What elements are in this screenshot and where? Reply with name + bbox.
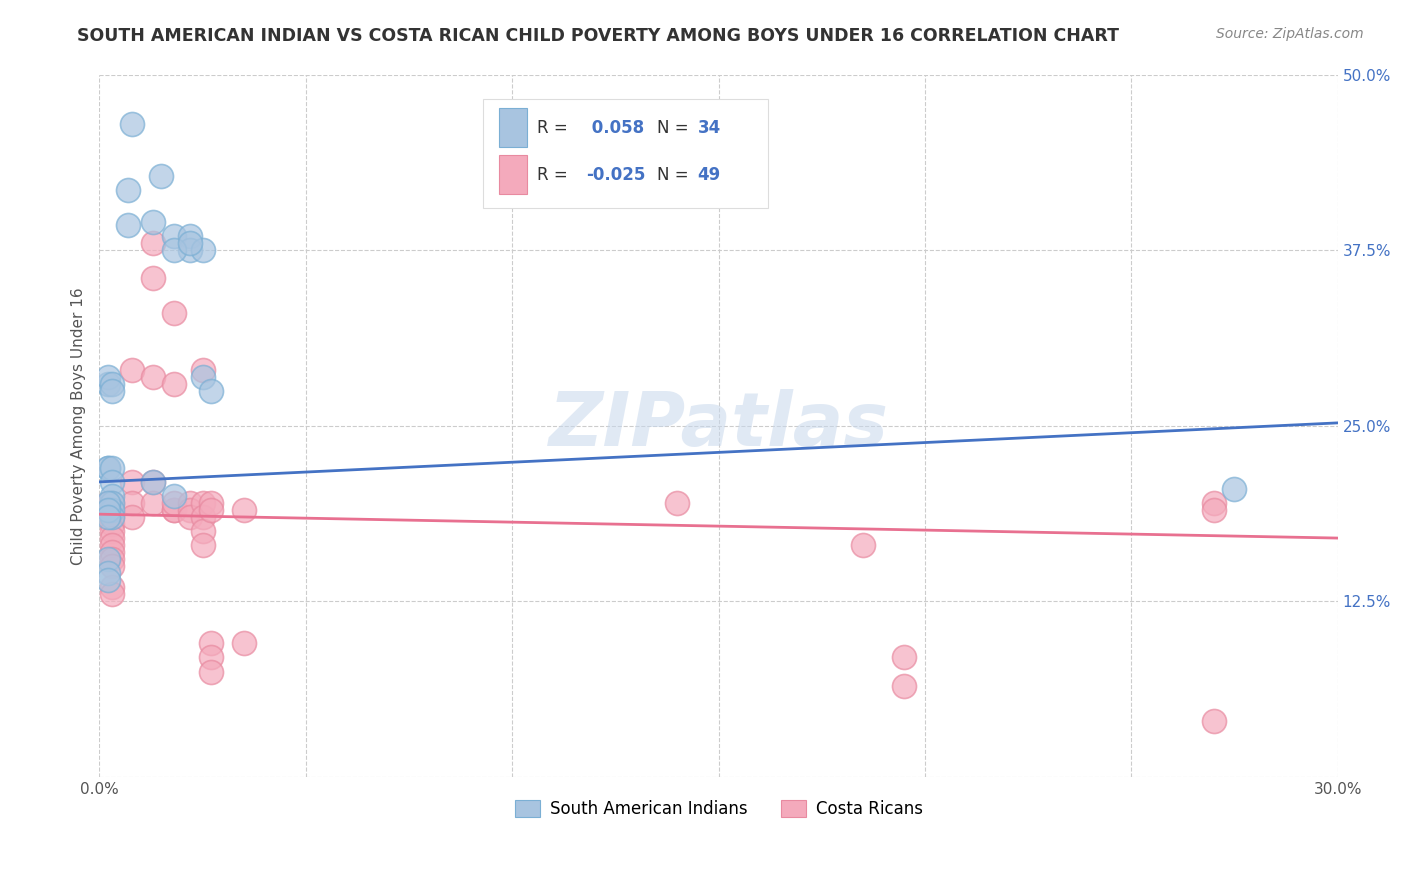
- Point: [97, 460, 120, 475]
- Point: [179, 243, 201, 257]
- Text: N =: N =: [657, 166, 693, 184]
- Point: [101, 384, 124, 398]
- Point: [121, 510, 143, 524]
- Y-axis label: Child Poverty Among Boys Under 16: Child Poverty Among Boys Under 16: [72, 287, 86, 565]
- Point: [117, 183, 139, 197]
- Point: [101, 496, 124, 510]
- Point: [97, 503, 120, 517]
- Point: [121, 496, 143, 510]
- Point: [200, 496, 222, 510]
- Point: [191, 243, 214, 257]
- Point: [191, 496, 214, 510]
- Point: [163, 503, 186, 517]
- Point: [150, 169, 173, 183]
- Point: [121, 117, 143, 131]
- Point: [97, 552, 120, 566]
- Point: [191, 369, 214, 384]
- Point: [1202, 714, 1225, 728]
- Point: [101, 545, 124, 559]
- Text: 0.058: 0.058: [586, 119, 644, 136]
- Point: [232, 503, 254, 517]
- Point: [163, 503, 186, 517]
- Point: [101, 516, 124, 531]
- Point: [101, 538, 124, 552]
- Point: [191, 362, 214, 376]
- Point: [163, 376, 186, 391]
- Point: [97, 496, 120, 510]
- Text: N =: N =: [657, 119, 693, 136]
- Legend: South American Indians, Costa Ricans: South American Indians, Costa Ricans: [508, 793, 929, 825]
- Point: [101, 376, 124, 391]
- Point: [101, 496, 124, 510]
- Point: [142, 496, 165, 510]
- Text: R =: R =: [537, 119, 572, 136]
- Point: [101, 503, 124, 517]
- Point: [163, 496, 186, 510]
- Text: 34: 34: [697, 119, 721, 136]
- FancyBboxPatch shape: [484, 99, 768, 208]
- Point: [163, 229, 186, 244]
- Point: [142, 369, 165, 384]
- Point: [142, 271, 165, 285]
- Point: [179, 236, 201, 251]
- Point: [117, 218, 139, 232]
- Point: [179, 229, 201, 244]
- Point: [121, 362, 143, 376]
- Point: [121, 475, 143, 489]
- Point: [179, 503, 201, 517]
- Point: [142, 236, 165, 251]
- Point: [1223, 482, 1246, 496]
- Point: [163, 489, 186, 503]
- Point: [163, 243, 186, 257]
- Point: [200, 636, 222, 650]
- Point: [200, 384, 222, 398]
- Point: [191, 524, 214, 538]
- Point: [200, 503, 222, 517]
- Point: [101, 503, 124, 517]
- Point: [97, 460, 120, 475]
- Point: [101, 587, 124, 601]
- Point: [97, 376, 120, 391]
- Point: [1202, 503, 1225, 517]
- Point: [101, 531, 124, 545]
- Point: [142, 215, 165, 229]
- Point: [101, 510, 124, 524]
- Point: [101, 552, 124, 566]
- Point: [666, 496, 689, 510]
- Point: [97, 566, 120, 581]
- Point: [142, 475, 165, 489]
- Point: [97, 573, 120, 587]
- Point: [97, 510, 120, 524]
- Point: [97, 496, 120, 510]
- Point: [101, 475, 124, 489]
- Point: [191, 510, 214, 524]
- Bar: [499, 108, 527, 147]
- Point: [101, 524, 124, 538]
- Text: 49: 49: [697, 166, 721, 184]
- Point: [163, 306, 186, 320]
- Bar: [499, 155, 527, 194]
- Point: [200, 650, 222, 665]
- Point: [101, 460, 124, 475]
- Point: [200, 665, 222, 679]
- Point: [101, 580, 124, 594]
- Point: [232, 636, 254, 650]
- Text: Source: ZipAtlas.com: Source: ZipAtlas.com: [1216, 27, 1364, 41]
- Point: [101, 559, 124, 574]
- Point: [179, 510, 201, 524]
- Point: [893, 679, 915, 693]
- Text: SOUTH AMERICAN INDIAN VS COSTA RICAN CHILD POVERTY AMONG BOYS UNDER 16 CORRELATI: SOUTH AMERICAN INDIAN VS COSTA RICAN CHI…: [77, 27, 1119, 45]
- Point: [893, 650, 915, 665]
- Text: ZIPatlas: ZIPatlas: [548, 389, 889, 462]
- Text: R =: R =: [537, 166, 572, 184]
- Point: [191, 538, 214, 552]
- Text: -0.025: -0.025: [586, 166, 645, 184]
- Point: [97, 369, 120, 384]
- Point: [179, 496, 201, 510]
- Point: [852, 538, 875, 552]
- Point: [101, 510, 124, 524]
- Point: [101, 489, 124, 503]
- Point: [142, 475, 165, 489]
- Point: [1202, 496, 1225, 510]
